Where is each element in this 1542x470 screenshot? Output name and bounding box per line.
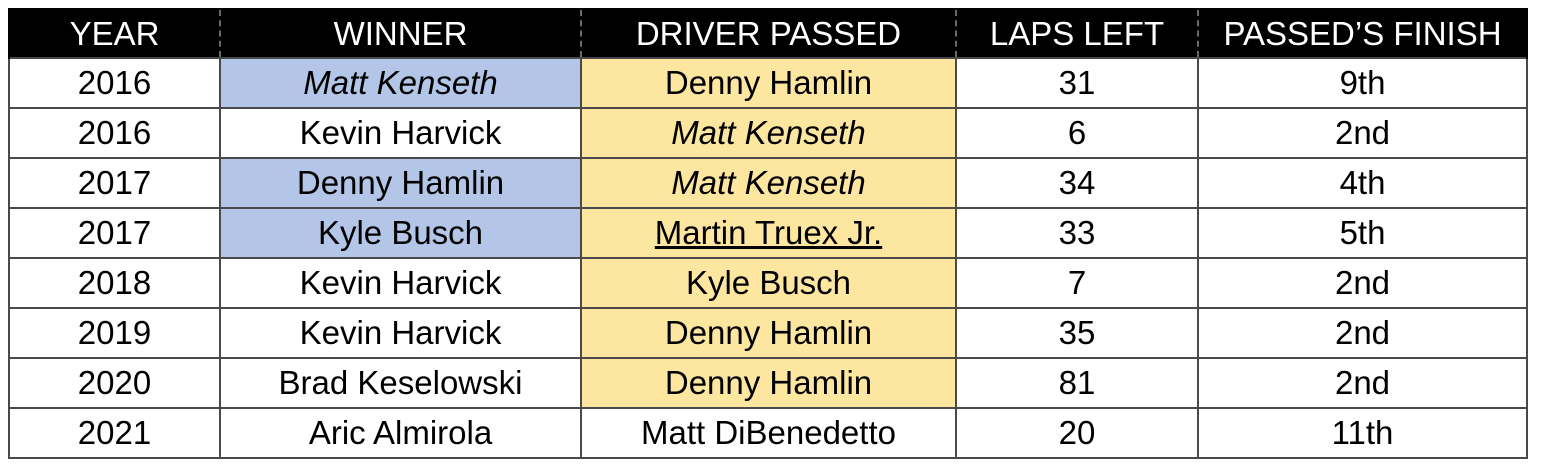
- cell-driver-passed: Matt Kenseth: [580, 107, 957, 159]
- results-table-container: YEAR WINNER DRIVER PASSED LAPS LEFT PASS…: [8, 8, 1528, 459]
- table-row: 2016 Matt Kenseth Denny Hamlin 31 9th: [8, 57, 1528, 109]
- cell-laps-left: 6: [955, 107, 1199, 159]
- cell-year: 2016: [8, 107, 221, 159]
- table-row: 2020 Brad Keselowski Denny Hamlin 81 2nd: [8, 357, 1528, 409]
- cell-passed-finish: 11th: [1197, 407, 1528, 459]
- table-row: 2019 Kevin Harvick Denny Hamlin 35 2nd: [8, 307, 1528, 359]
- cell-passed-finish: 2nd: [1197, 307, 1528, 359]
- cell-winner: Brad Keselowski: [219, 357, 582, 409]
- cell-winner: Kevin Harvick: [219, 307, 582, 359]
- cell-year: 2019: [8, 307, 221, 359]
- cell-year: 2018: [8, 257, 221, 309]
- cell-passed-finish: 2nd: [1197, 107, 1528, 159]
- cell-passed-finish: 2nd: [1197, 357, 1528, 409]
- cell-laps-left: 31: [955, 57, 1199, 109]
- cell-driver-passed: Denny Hamlin: [580, 307, 957, 359]
- cell-laps-left: 7: [955, 257, 1199, 309]
- table-row: 2018 Kevin Harvick Kyle Busch 7 2nd: [8, 257, 1528, 309]
- cell-driver-passed: Matt Kenseth: [580, 157, 957, 209]
- cell-year: 2021: [8, 407, 221, 459]
- cell-passed-finish: 4th: [1197, 157, 1528, 209]
- table-row: 2017 Denny Hamlin Matt Kenseth 34 4th: [8, 157, 1528, 209]
- cell-laps-left: 81: [955, 357, 1199, 409]
- cell-winner: Kevin Harvick: [219, 257, 582, 309]
- table-row: 2021 Aric Almirola Matt DiBenedetto 20 11th: [8, 407, 1528, 459]
- header-driver-passed: DRIVER PASSED: [580, 8, 956, 58]
- cell-driver-passed: Kyle Busch: [580, 257, 957, 309]
- cell-winner: Kyle Busch: [219, 207, 582, 259]
- cell-driver-passed: Matt DiBenedetto: [580, 407, 957, 459]
- cell-year: 2020: [8, 357, 221, 409]
- cell-driver-passed: Denny Hamlin: [580, 357, 957, 409]
- cell-passed-finish: 2nd: [1197, 257, 1528, 309]
- cell-passed-finish: 9th: [1197, 57, 1528, 109]
- header-passed-finish: PASSED’S FINISH: [1197, 8, 1528, 58]
- cell-driver-passed: Denny Hamlin: [580, 57, 957, 109]
- cell-year: 2016: [8, 57, 221, 109]
- cell-year: 2017: [8, 157, 221, 209]
- cell-laps-left: 35: [955, 307, 1199, 359]
- table-body: 2016 Matt Kenseth Denny Hamlin 31 9th 2016 Kev…: [8, 57, 1528, 459]
- cell-laps-left: 34: [955, 157, 1199, 209]
- cell-winner: Matt Kenseth: [219, 57, 582, 109]
- table-header-row: YEAR WINNER DRIVER PASSED LAPS LEFT PASS…: [8, 8, 1528, 58]
- cell-driver-passed: Martin Truex Jr.: [580, 207, 957, 259]
- header-year: YEAR: [8, 8, 220, 58]
- cell-year: 2017: [8, 207, 221, 259]
- cell-passed-finish: 5th: [1197, 207, 1528, 259]
- results-table: YEAR WINNER DRIVER PASSED LAPS LEFT PASS…: [8, 8, 1528, 459]
- cell-winner: Aric Almirola: [219, 407, 582, 459]
- cell-winner: Denny Hamlin: [219, 157, 582, 209]
- table-row: 2017 Kyle Busch Martin Truex Jr. 33 5th: [8, 207, 1528, 259]
- cell-laps-left: 20: [955, 407, 1199, 459]
- cell-winner: Kevin Harvick: [219, 107, 582, 159]
- cell-laps-left: 33: [955, 207, 1199, 259]
- header-laps-left: LAPS LEFT: [955, 8, 1198, 58]
- header-winner: WINNER: [219, 8, 581, 58]
- table-row: 2016 Kevin Harvick Matt Kenseth 6 2nd: [8, 107, 1528, 159]
